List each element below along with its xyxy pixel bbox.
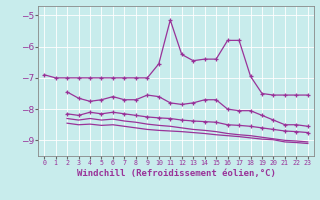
X-axis label: Windchill (Refroidissement éolien,°C): Windchill (Refroidissement éolien,°C) <box>76 169 276 178</box>
